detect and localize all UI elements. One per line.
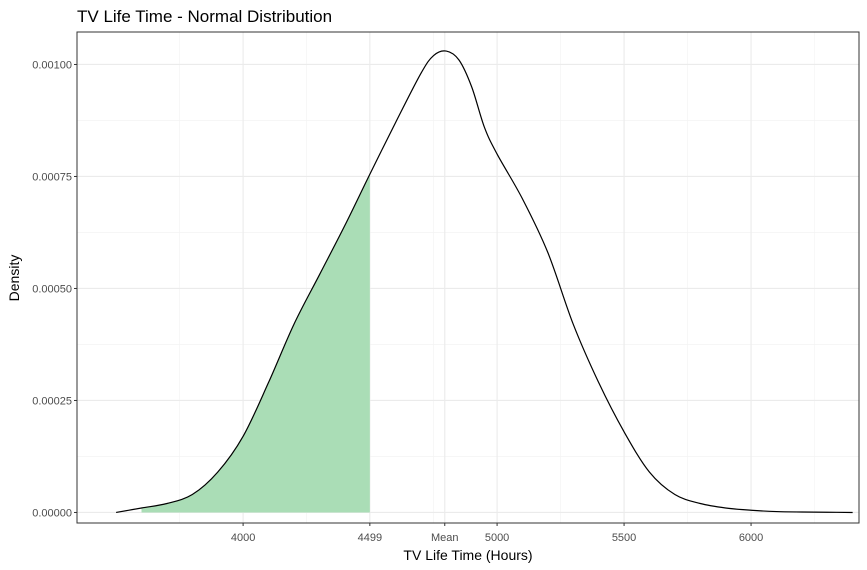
panel-border: [76, 31, 860, 524]
chart-title: TV Life Time - Normal Distribution: [77, 7, 332, 26]
density-curve: [116, 50, 853, 514]
y-tick-label: 0.00100: [32, 59, 72, 71]
x-tick-label: 4000: [231, 532, 255, 544]
y-tick-label: 0.00050: [32, 283, 72, 295]
y-tick-label: 0.00000: [32, 507, 72, 519]
major-gridlines: [77, 32, 859, 523]
minor-gridlines: [77, 32, 859, 523]
x-axis-title: TV Life Time (Hours): [403, 547, 532, 563]
x-tick-label: 6000: [739, 532, 763, 544]
x-tick-label: 5500: [612, 532, 636, 544]
x-axis: 4000 4499 Mean 5000 5500 6000: [231, 523, 763, 544]
y-axis: 0.00000 0.00025 0.00050 0.00075 0.00100: [32, 59, 77, 519]
x-tick-label: 5000: [485, 532, 509, 544]
y-tick-label: 0.00025: [32, 395, 72, 407]
shaded-area: [141, 174, 370, 513]
x-tick-label: 4499: [358, 532, 382, 544]
y-axis-title: Density: [6, 255, 22, 302]
y-tick-label: 0.00075: [32, 171, 72, 183]
x-tick-label: Mean: [431, 532, 459, 544]
